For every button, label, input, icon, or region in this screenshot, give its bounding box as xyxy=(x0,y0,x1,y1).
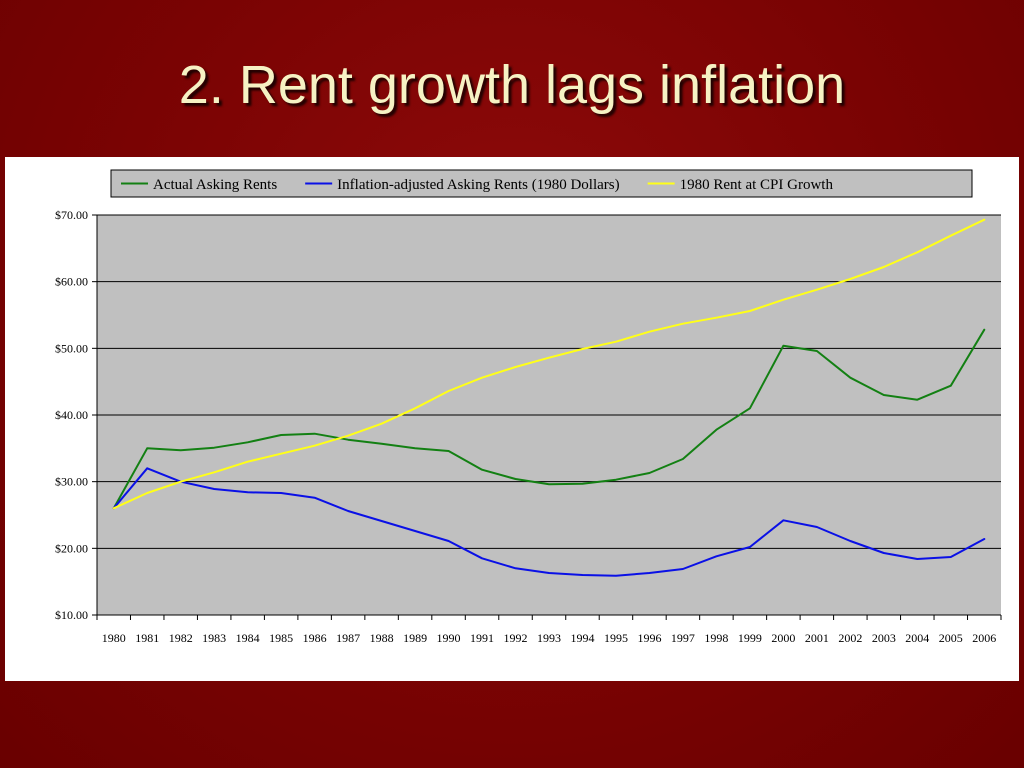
series-line-1 xyxy=(112,467,986,577)
x-tick-label: 1980 xyxy=(102,631,126,645)
y-tick-label: $30.00 xyxy=(55,475,88,489)
y-tick-label: $40.00 xyxy=(55,408,88,422)
x-tick-label: 1994 xyxy=(570,631,594,645)
x-tick-label: 1988 xyxy=(370,631,394,645)
x-tick-label: 2005 xyxy=(939,631,963,645)
legend-label-1: Inflation-adjusted Asking Rents (1980 Do… xyxy=(337,177,619,193)
legend: Actual Asking Rents Inflation-adjusted As… xyxy=(110,169,973,198)
axes xyxy=(92,214,1002,620)
x-tick-label: 2006 xyxy=(972,631,996,645)
legend-label-2: 1980 Rent at CPI Growth xyxy=(680,177,834,193)
x-tick-label: 2001 xyxy=(805,631,829,645)
x-tick-label: 1991 xyxy=(470,631,494,645)
x-tick-label: 1996 xyxy=(637,631,661,645)
x-tick-label: 1982 xyxy=(169,631,193,645)
x-tick-label: 1983 xyxy=(202,631,226,645)
x-tick-label: 1999 xyxy=(738,631,762,645)
legend-box xyxy=(110,169,973,198)
series-lines xyxy=(112,218,986,577)
y-tick-label: $20.00 xyxy=(55,541,88,555)
x-tick-label: 2004 xyxy=(905,631,929,645)
x-tick-label: 1993 xyxy=(537,631,561,645)
y-tick-label: $10.00 xyxy=(55,608,88,622)
y-tick-label: $50.00 xyxy=(55,341,88,355)
x-tick-label: 1985 xyxy=(269,631,293,645)
x-tick-label: 1997 xyxy=(671,631,695,645)
y-tick-label: $60.00 xyxy=(55,275,88,289)
x-tick-label: 1987 xyxy=(336,631,360,645)
x-tick-label: 1992 xyxy=(504,631,528,645)
x-tick-label: 1995 xyxy=(604,631,628,645)
y-axis-tick-labels: $10.00 $20.00 $30.00 $40.00 $50.00 $60.00 $70.… xyxy=(55,208,88,622)
x-tick-label: 2003 xyxy=(872,631,896,645)
x-tick-label: 1998 xyxy=(704,631,728,645)
chart-panel: $10.00 $20.00 $30.00 $40.00 $50.00 $60.00 $70.… xyxy=(5,157,1019,681)
x-tick-label: 2000 xyxy=(771,631,795,645)
rent-inflation-line-chart: $10.00 $20.00 $30.00 $40.00 $50.00 $60.00 $70.… xyxy=(55,169,1002,645)
y-tick-label: $70.00 xyxy=(55,208,88,222)
series-line-2 xyxy=(112,218,986,510)
series-line-0 xyxy=(112,328,986,510)
x-tick-label: 1989 xyxy=(403,631,427,645)
x-tick-label: 1986 xyxy=(303,631,327,645)
x-tick-label: 2002 xyxy=(838,631,862,645)
x-tick-label: 1984 xyxy=(236,631,260,645)
x-tick-label: 1990 xyxy=(437,631,461,645)
legend-label-0: Actual Asking Rents xyxy=(153,177,277,193)
x-tick-label: 1981 xyxy=(135,631,159,645)
x-axis-tick-labels: 1980 1981 1982 1983 1984 1985 1986 1987 1988 1989… xyxy=(102,631,997,645)
slide-title: 2. Rent growth lags inflation xyxy=(178,55,846,115)
